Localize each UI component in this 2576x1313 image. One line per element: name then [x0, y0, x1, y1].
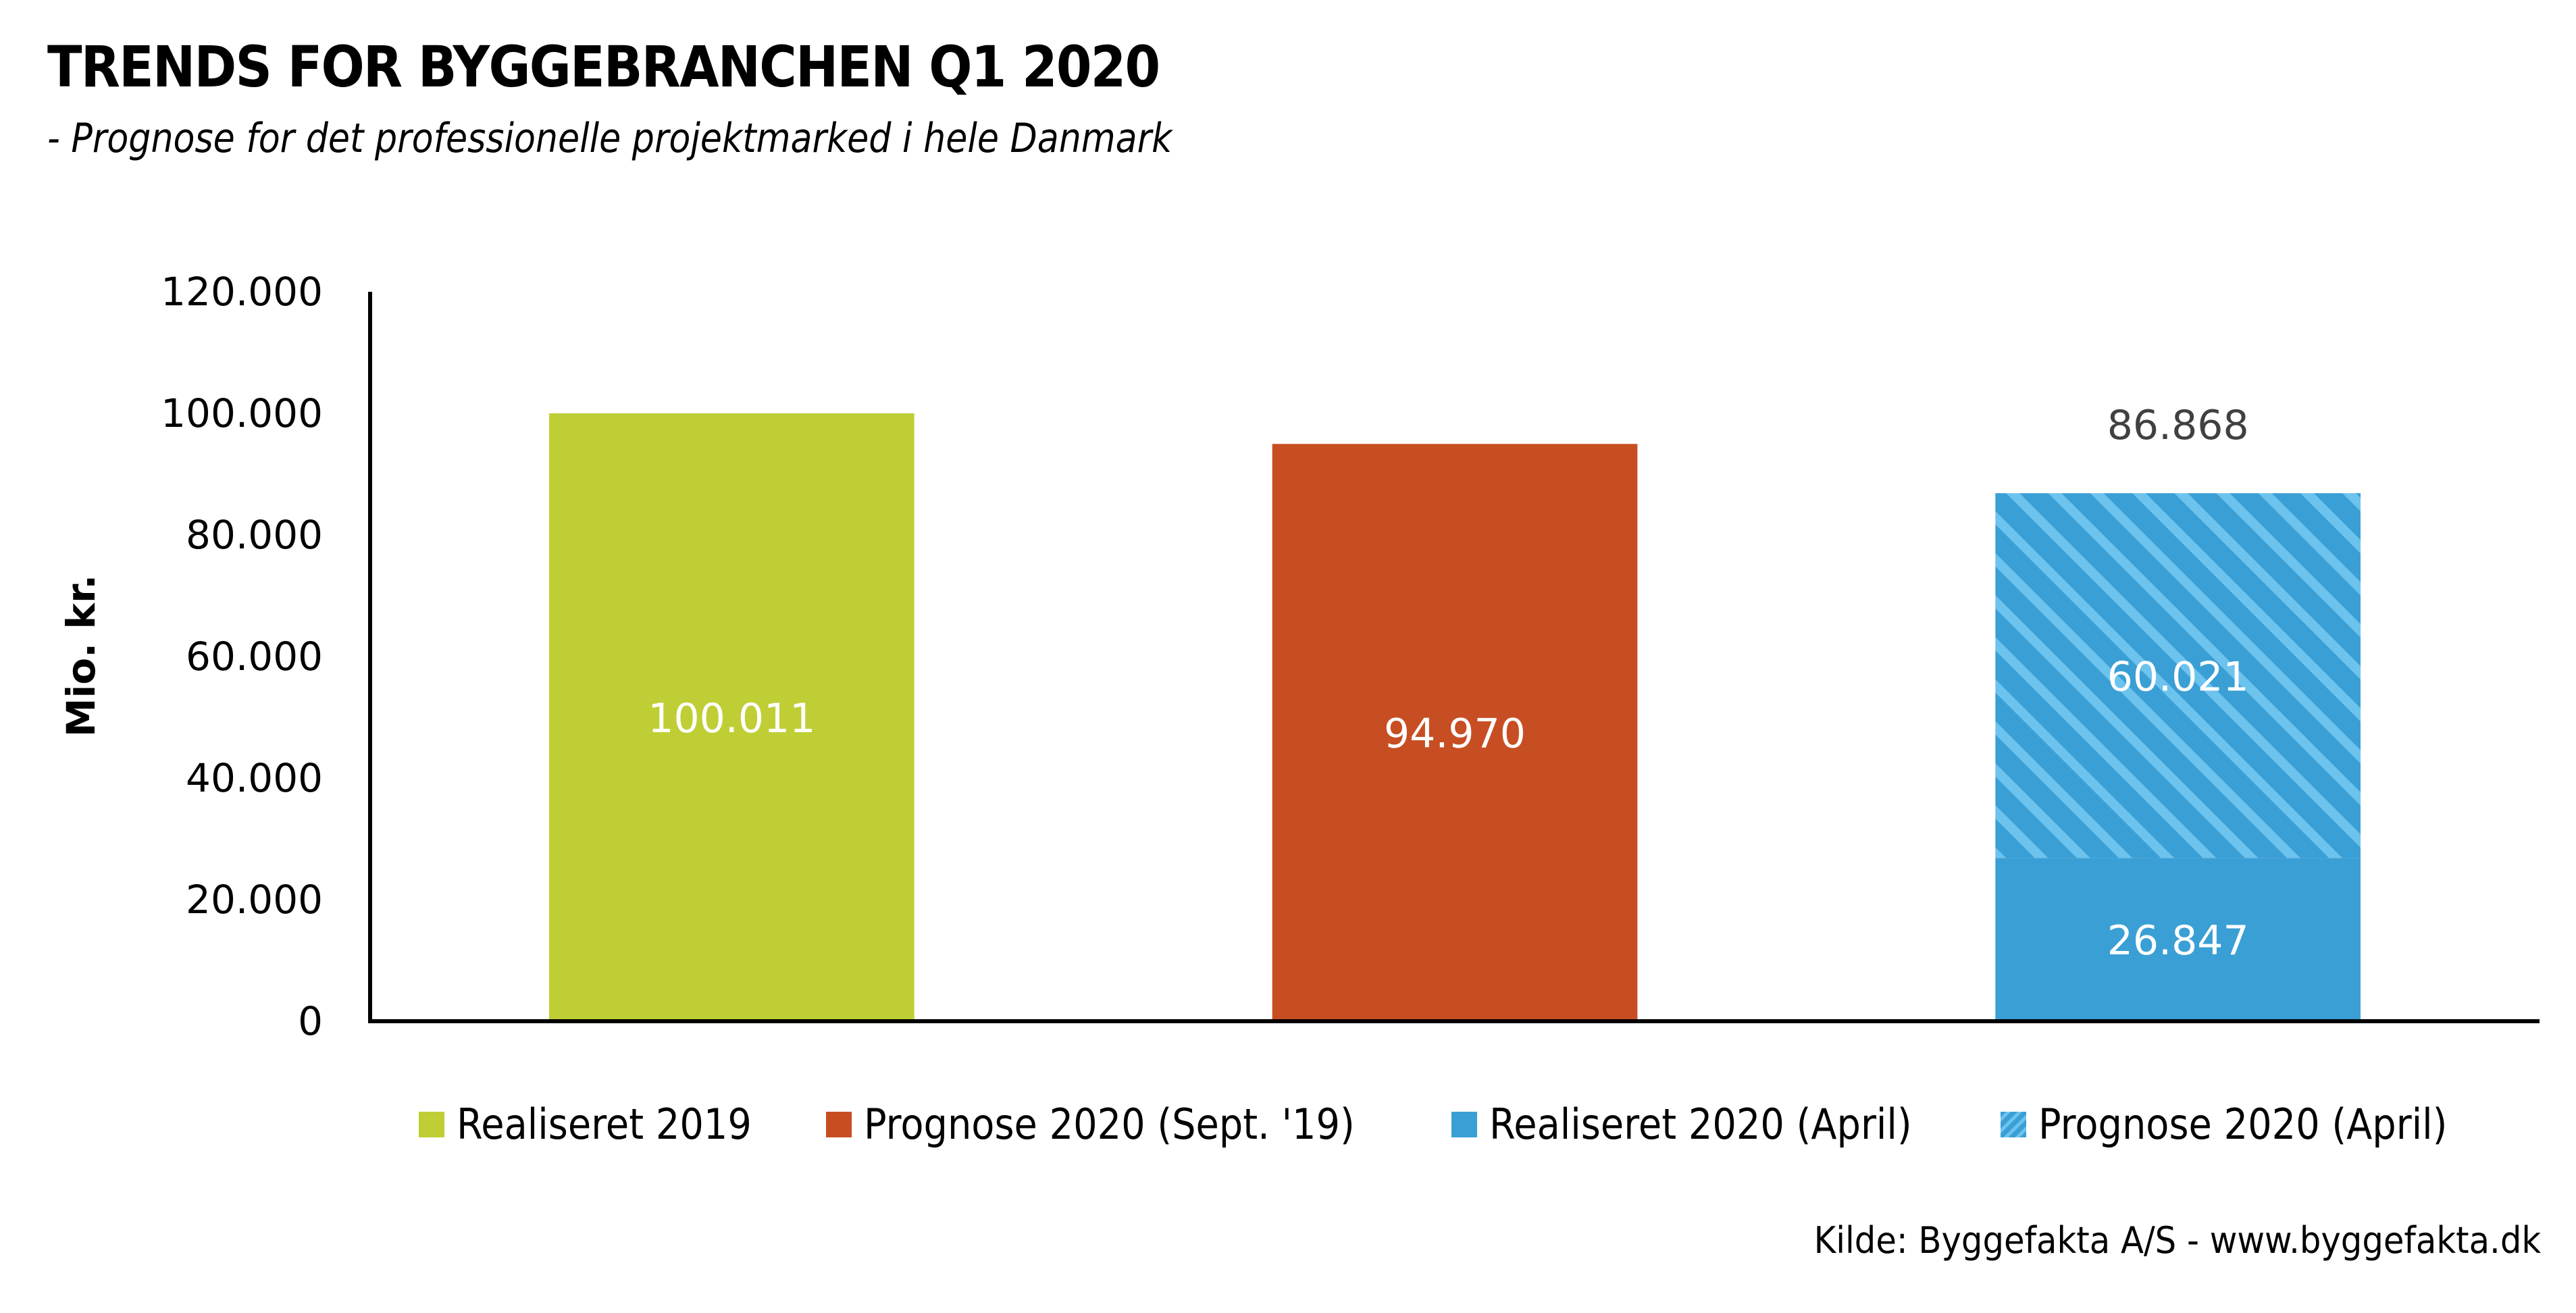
legend-item: Realiseret 2019	[419, 1100, 784, 1149]
bar-prognose-2020-april	[1995, 493, 2361, 858]
legend-label: Prognose 2020 (Sept. '19)	[864, 1100, 1356, 1149]
chart-title: TRENDS FOR BYGGEBRANCHEN Q1 2020	[47, 34, 1160, 100]
legend-item: Prognose 2020 (April)	[2001, 1100, 2493, 1149]
legend-label: Realiseret 2019	[457, 1100, 752, 1149]
chart-subtitle: - Prognose for det professionelle projek…	[47, 115, 1173, 162]
bar-value-label: 60.021	[2107, 653, 2249, 700]
legend-label: Realiseret 2020 (April)	[1489, 1100, 1912, 1149]
y-tick-label: 80.000	[186, 512, 323, 558]
legend-swatch	[419, 1111, 444, 1137]
bar-realiseret-2020-april	[1995, 858, 2361, 1021]
y-axis-label: Mio. kr.	[58, 575, 104, 738]
bar-value-label: 26.847	[2107, 917, 2249, 964]
y-tick-label: 40.000	[186, 755, 323, 801]
y-tick-label: 120.000	[161, 269, 323, 315]
legend-swatch	[826, 1111, 852, 1137]
y-tick-label: 0	[298, 998, 323, 1044]
bar-value-label: 100.011	[648, 695, 815, 742]
y-axis-ticks: 0 20.000 40.000 60.000 80.000 100.000 120.000	[161, 269, 323, 1044]
bars: 100.011 94.970 26.847 60.021 86.868	[548, 402, 2361, 1021]
legend-label: Prognose 2020 (April)	[2038, 1100, 2448, 1149]
legend-item: Realiseret 2020 (April)	[1451, 1100, 1959, 1149]
y-tick-label: 20.000	[186, 877, 323, 923]
legend: Realiseret 2019 Prognose 2020 (Sept. '19)…	[419, 1100, 2535, 1149]
legend-item: Prognose 2020 (Sept. '19)	[826, 1100, 1409, 1149]
y-tick-label: 60.000	[186, 634, 323, 679]
bar-realiseret-2019	[548, 413, 915, 1021]
bar-prognose-2020-sept-19	[1272, 444, 1638, 1021]
legend-swatch	[2001, 1111, 2027, 1137]
legend-swatch	[1451, 1111, 1477, 1137]
bar-total-label: 86.868	[2107, 402, 2249, 449]
y-tick-label: 100.000	[161, 390, 323, 436]
bar-value-label: 94.970	[1384, 711, 1526, 758]
source-note: Kilde: Byggefakta A/S - www.byggefakta.d…	[1813, 1219, 2541, 1262]
